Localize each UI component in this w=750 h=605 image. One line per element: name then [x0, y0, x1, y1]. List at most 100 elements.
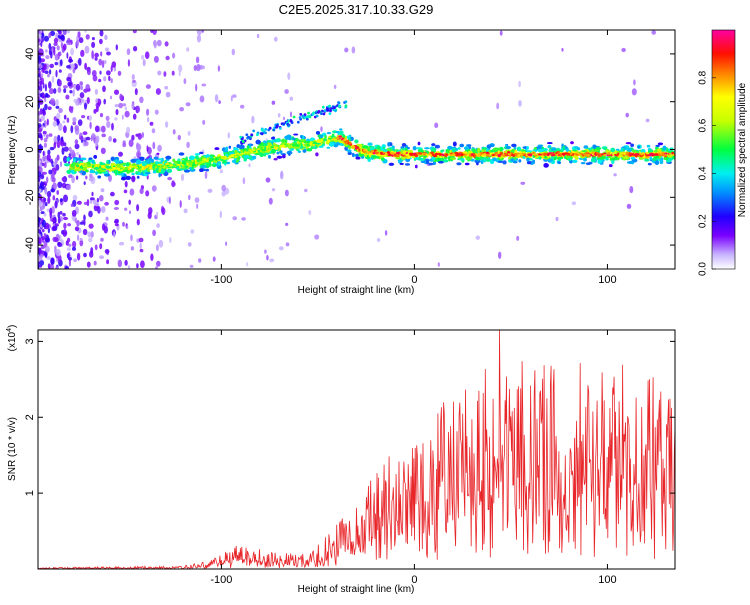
spectrogram-noise-cell [124, 207, 128, 211]
snr-xtick-label: 0 [411, 574, 417, 586]
spectrogram-noise-cell [187, 130, 191, 136]
spectrogram-core-cell [362, 151, 367, 153]
spectrogram-band-cell [88, 157, 93, 160]
spectrogram-band-cell [595, 147, 602, 150]
spectrogram-band-cell [424, 147, 430, 150]
spectrogram-branch-cell [322, 112, 326, 116]
snr-scale-base: (x10 [7, 331, 18, 351]
spectrogram-noise-cell [42, 65, 45, 73]
spectrogram-core-cell [243, 151, 248, 154]
spectrogram-band-cell [126, 162, 130, 167]
spectrogram-noise-cell [314, 234, 320, 240]
spectrogram-core-cell [369, 152, 373, 155]
spectrogram-noise-cell [196, 203, 199, 209]
snr-xtick-label: 100 [598, 574, 616, 586]
spectrogram-noise-cell [117, 70, 122, 76]
spectrogram-noise-cell [110, 78, 113, 84]
spectrogram-noise-cell [183, 208, 188, 214]
spectrogram-band-cell [590, 157, 597, 163]
spectrogram-noise-cell [168, 196, 171, 205]
spectrogram-band-cell [153, 156, 159, 160]
spectrogram-noise-cell [129, 188, 135, 196]
spectrogram-band-cell [355, 156, 361, 160]
spectrogram-noise-cell [285, 242, 290, 247]
spectrogram-core-cell [323, 138, 327, 142]
spectrogram-noise-cell [68, 59, 74, 63]
spectrogram-band-cell [178, 152, 185, 156]
spectrogram-noise-cell [58, 107, 63, 114]
spectrogram-noise-cell [165, 55, 170, 61]
spectrogram-noise-cell [217, 65, 221, 72]
spectrogram-noise-cell [94, 52, 99, 58]
spectrogram-noise-cell [131, 175, 136, 183]
spectrogram-band-cell [474, 159, 481, 164]
spectrogram-noise-cell [65, 184, 71, 190]
spectrogram-band-cell [120, 163, 124, 166]
spectrogram-noise-cell [132, 113, 137, 120]
spectrogram-noise-cell [67, 37, 71, 44]
spectrogram-noise-cell [99, 38, 103, 45]
spectrogram-band-cell [546, 142, 553, 145]
spectrogram-band-cell [85, 169, 89, 173]
spectrogram-core-cell [250, 150, 253, 154]
spectrogram-noise-cell [38, 166, 43, 172]
spectrogram-band-cell [637, 145, 640, 149]
spectrogram-core-cell [262, 149, 267, 152]
spectrogram-core-cell [436, 154, 440, 157]
spectrogram-band-cell [420, 158, 424, 162]
spectrogram-band-cell [640, 149, 646, 154]
spectrogram-noise-cell [85, 175, 88, 180]
spectrogram-noise-cell [91, 41, 96, 49]
spectrogram-band-cell [485, 158, 491, 162]
spectrogram-branch-cell [264, 127, 268, 131]
spectrogram-band-cell [199, 151, 204, 154]
spectrogram-noise-cell [108, 75, 111, 82]
spectrogram-noise-cell [42, 82, 45, 89]
spectrogram-core-cell [120, 165, 124, 169]
snr-ylabel: SNR (10 * v/v) [7, 417, 18, 481]
spectrogram-noise-cell [179, 107, 185, 112]
spectrogram-band-cell [306, 140, 311, 144]
spectrogram-branch-cell [333, 106, 336, 109]
spectrogram-noise-cell [92, 134, 96, 138]
spectrogram-band-cell [654, 160, 660, 165]
spectrogram-noise-cell [66, 52, 69, 59]
spectrogram-noise-cell [136, 218, 140, 226]
colorbar-label: Normalized spectral amplitude [737, 82, 748, 217]
spectrogram-noise-cell [242, 177, 246, 185]
spectrogram-core-cell [285, 144, 289, 147]
spectrogram-noise-cell [87, 231, 92, 238]
spectrogram-noise-cell [44, 97, 47, 103]
spectrogram-noise-cell [75, 175, 79, 180]
spectrogram-noise-cell [71, 175, 75, 184]
spectrogram-noise-cell [157, 144, 162, 152]
spectrogram-noise-cell [44, 49, 48, 53]
spectrogram-noise-cell [55, 164, 60, 171]
spectrogram-noise-cell [145, 190, 150, 197]
spectrogram-core-cell [409, 153, 414, 156]
spectrogram-band-cell [475, 158, 481, 161]
spectrogram-ytick-label: 40 [24, 48, 36, 60]
spectrogram-band-cell [567, 157, 572, 161]
spectrogram-core-cell [165, 164, 170, 167]
spectrogram-noise-cell [92, 75, 98, 82]
spectrogram-band-cell [459, 143, 465, 148]
spectrogram-band-cell [123, 173, 127, 178]
spectrogram-noise-cell [43, 197, 47, 203]
spectrogram-noise-cell [629, 186, 634, 194]
spectrogram-noise-cell [289, 96, 294, 101]
spectrogram-band-cell [401, 143, 407, 147]
spectrogram-noise-cell [44, 186, 48, 195]
spectrogram-band-cell [646, 144, 651, 148]
spectrogram-band-cell [286, 134, 292, 139]
colorbar-tick-label: 0.8 [698, 70, 709, 84]
spectrogram-band-cell [267, 142, 272, 146]
spectrogram-noise-cell [141, 54, 145, 60]
spectrogram-noise-cell [83, 214, 86, 221]
spectrogram-noise-cell [320, 126, 323, 132]
spectrogram-noise-cell [111, 122, 114, 131]
spectrogram-noise-cell [152, 229, 157, 236]
spectrogram-band-cell [271, 148, 276, 154]
spectrogram-noise-cell [38, 153, 41, 160]
spectrogram-noise-cell [94, 202, 100, 207]
